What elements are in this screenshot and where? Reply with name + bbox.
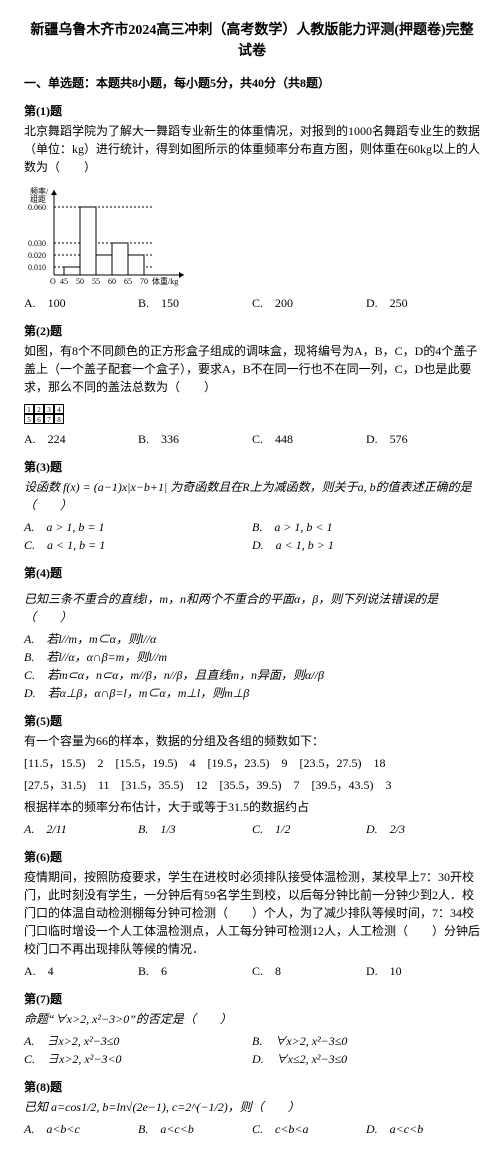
q5-D: D. 2/3 — [366, 820, 480, 838]
q6-A: A. 4 — [24, 962, 138, 980]
svg-text:体重/kg: 体重/kg — [152, 276, 178, 286]
q4-body: 已知三条不重合的直线l，m，n和两个不重合的平面α，β，则下列说法错误的是（ ） — [24, 590, 480, 626]
svg-text:0.060: 0.060 — [28, 203, 46, 212]
q1-chart: 频率/ 组距 0.010 0.020 0.030 0.060 O 45 50 5… — [24, 180, 480, 290]
q8-A: A. a<b<c — [24, 1120, 138, 1138]
svg-text:0.020: 0.020 — [28, 251, 46, 260]
svg-text:O: O — [50, 277, 56, 286]
q2-body: 如图，有8个不同颜色的正方形盒子组成的调味盒，现将编号为A，B，C，D的4个盖子… — [24, 342, 480, 396]
q3-body: 设函数 f(x) = (a−1)x|x−b+1| 为奇函数且在R上为减函数，则关… — [24, 478, 480, 514]
q7-options: A. ∃x>2, x²−3≤0 B. ∀x>2, x²−3≤0 C. ∃x>2,… — [24, 1032, 480, 1068]
q4-options: A. 若l//m，m⊂α，则l//α B. 若l//α，α∩β=m，则l//m … — [24, 630, 480, 702]
q4-D: D. 若α⊥β，α∩β=l，m⊂α，m⊥l，则m⊥β — [24, 684, 480, 702]
svg-text:65: 65 — [124, 277, 132, 286]
q6-options: A. 4 B. 6 C. 8 D. 10 — [24, 962, 480, 980]
q3-B: B. a > 1, b < 1 — [252, 518, 480, 536]
q7-A: A. ∃x>2, x²−3≤0 — [24, 1032, 252, 1050]
svg-text:55: 55 — [92, 277, 100, 286]
page-title: 新疆乌鲁木齐市2024高三冲刺（高考数学）人教版能力评测(押题卷)完整试卷 — [24, 20, 480, 62]
q2-grid: 1 2 3 4 5 6 7 8 — [24, 404, 64, 424]
q5-body4: 根据样本的频率分布估计，大于或等于31.5的数据约占 — [24, 798, 480, 816]
q2-head: 第(2)题 — [24, 322, 480, 340]
q4-C: C. 若m⊂α，n⊂α，m//β，n//β，且直线m，n异面，则α//β — [24, 666, 480, 684]
q1-head: 第(1)题 — [24, 102, 480, 120]
q7-C: C. ∃x>2, x²−3<0 — [24, 1050, 252, 1068]
q1-B: B. 150 — [138, 294, 252, 312]
q5-A: A. 2/11 — [24, 820, 138, 838]
q2-options: A. 224 B. 336 C. 448 D. 576 — [24, 430, 480, 448]
q4-B: B. 若l//α，α∩β=m，则l//m — [24, 648, 480, 666]
q8-head: 第(8)题 — [24, 1078, 480, 1096]
q5-head: 第(5)题 — [24, 712, 480, 730]
q5-body2: [11.5，15.5) 2 [15.5，19.5) 4 [19.5，23.5) … — [24, 754, 480, 772]
q3-D: D. a < 1, b > 1 — [252, 536, 480, 554]
q6-head: 第(6)题 — [24, 848, 480, 866]
q6-body: 疫情期间，按照防疫要求，学生在进校时必须排队接受体温检测，某校早上7：30开校门… — [24, 868, 480, 958]
q1-D: D. 250 — [366, 294, 480, 312]
q3-options: A. a > 1, b = 1 B. a > 1, b < 1 C. a < 1… — [24, 518, 480, 554]
q2-B: B. 336 — [138, 430, 252, 448]
q8-B: B. a<c<b — [138, 1120, 252, 1138]
q3-C: C. a < 1, b = 1 — [24, 536, 252, 554]
q5-C: C. 1/2 — [252, 820, 366, 838]
q2-C: C. 448 — [252, 430, 366, 448]
q1-options: A. 100 B. 150 C. 200 D. 250 — [24, 294, 480, 312]
svg-text:0.030: 0.030 — [28, 239, 46, 248]
q7-D: D. ∀x≤2, x²−3≤0 — [252, 1050, 480, 1068]
section-heading: 一、单选题：本题共8小题，每小题5分，共40分（共8题） — [24, 74, 480, 92]
q5-body1: 有一个容量为66的样本，数据的分组及各组的频数如下： — [24, 732, 480, 750]
q6-D: D. 10 — [366, 962, 480, 980]
q4-head: 第(4)题 — [24, 564, 480, 582]
svg-text:45: 45 — [60, 277, 68, 286]
svg-text:50: 50 — [76, 277, 84, 286]
q8-body: 已知 a=cos1/2, b=ln√(2e−1), c=2^(−1/2)，则（ … — [24, 1098, 480, 1116]
q1-A: A. 100 — [24, 294, 138, 312]
q8-D: D. a<c<b — [366, 1120, 480, 1138]
q6-B: B. 6 — [138, 962, 252, 980]
q5-body3: [27.5，31.5) 11 [31.5，35.5) 12 [35.5，39.5… — [24, 776, 480, 794]
q7-head: 第(7)题 — [24, 990, 480, 1008]
q7-B: B. ∀x>2, x²−3≤0 — [252, 1032, 480, 1050]
svg-text:60: 60 — [108, 277, 116, 286]
q8-options: A. a<b<c B. a<c<b C. c<b<a D. a<c<b — [24, 1120, 480, 1138]
q1-body: 北京舞蹈学院为了解大一舞蹈专业新生的体重情况，对报到的1000名舞蹈专业生的数据… — [24, 122, 480, 176]
q4-A: A. 若l//m，m⊂α，则l//α — [24, 630, 480, 648]
q5-B: B. 1/3 — [138, 820, 252, 838]
q6-C: C. 8 — [252, 962, 366, 980]
q3-A: A. a > 1, b = 1 — [24, 518, 252, 536]
q5-options: A. 2/11 B. 1/3 C. 1/2 D. 2/3 — [24, 820, 480, 838]
q8-C: C. c<b<a — [252, 1120, 366, 1138]
q7-body: 命题“∀x>2, x²−3>0”的否定是（ ） — [24, 1010, 480, 1028]
q1-C: C. 200 — [252, 294, 366, 312]
q2-A: A. 224 — [24, 430, 138, 448]
svg-text:0.010: 0.010 — [28, 263, 46, 272]
q2-D: D. 576 — [366, 430, 480, 448]
svg-text:70: 70 — [140, 277, 148, 286]
q3-head: 第(3)题 — [24, 458, 480, 476]
